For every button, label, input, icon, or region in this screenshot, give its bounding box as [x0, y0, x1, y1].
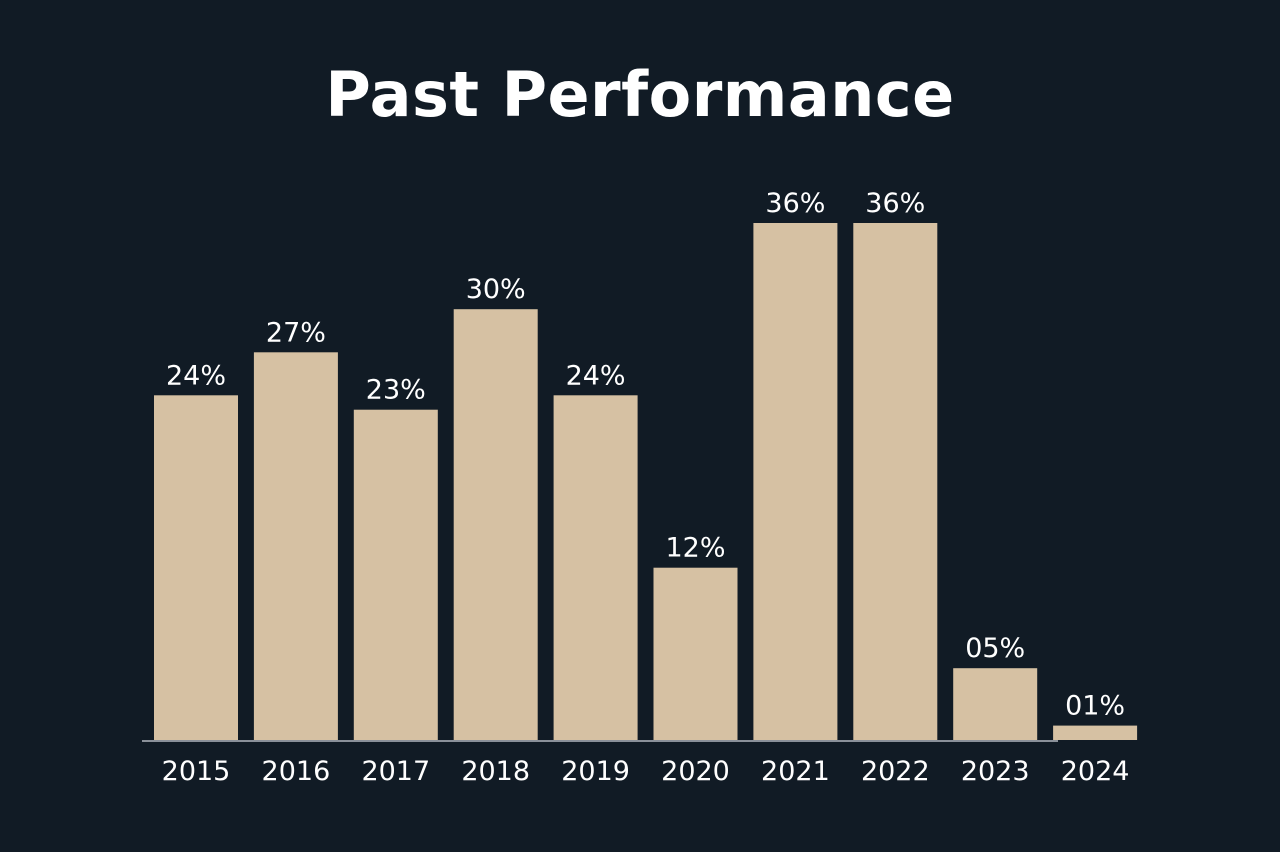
data-label-2021: 36% [765, 188, 825, 219]
data-label-2019: 24% [566, 360, 626, 391]
data-label-2023: 05% [965, 633, 1025, 664]
bar-2020 [653, 567, 738, 740]
x-tick-2020: 2020 [661, 756, 730, 787]
x-tick-2024: 2024 [1061, 756, 1130, 787]
data-label-2017: 23% [366, 375, 426, 406]
x-tick-2022: 2022 [861, 756, 930, 787]
bar-2017 [353, 409, 438, 740]
x-tick-2015: 2015 [162, 756, 231, 787]
data-label-2015: 24% [166, 360, 226, 391]
x-tick-2018: 2018 [461, 756, 530, 787]
bar-2019 [553, 395, 638, 740]
x-tick-2021: 2021 [761, 756, 830, 787]
bar-2024 [1053, 725, 1138, 740]
bar-2016 [253, 352, 338, 741]
x-tick-2023: 2023 [961, 756, 1030, 787]
chart-title: Past Performance [325, 58, 955, 131]
bar-2023 [953, 668, 1038, 740]
x-tick-2019: 2019 [561, 756, 630, 787]
bar-2021 [753, 223, 838, 740]
bar-2018 [453, 309, 538, 740]
data-label-2024: 01% [1065, 691, 1125, 722]
data-label-2020: 12% [665, 533, 725, 564]
x-tick-2017: 2017 [361, 756, 430, 787]
data-labels-group: 24% 27% 23% 30% 24% 12% 36% 36% 05% 01% [166, 188, 1125, 722]
bar-2015 [154, 395, 238, 740]
data-label-2016: 27% [266, 317, 326, 348]
x-tick-2016: 2016 [262, 756, 331, 787]
data-label-2022: 36% [865, 188, 925, 219]
bar-2022 [853, 223, 938, 740]
data-label-2018: 30% [466, 274, 526, 305]
bars-group [154, 223, 1138, 741]
x-tick-labels-group: 2015 2016 2017 2018 2019 2020 2021 2022 2023 2024 [162, 756, 1130, 787]
